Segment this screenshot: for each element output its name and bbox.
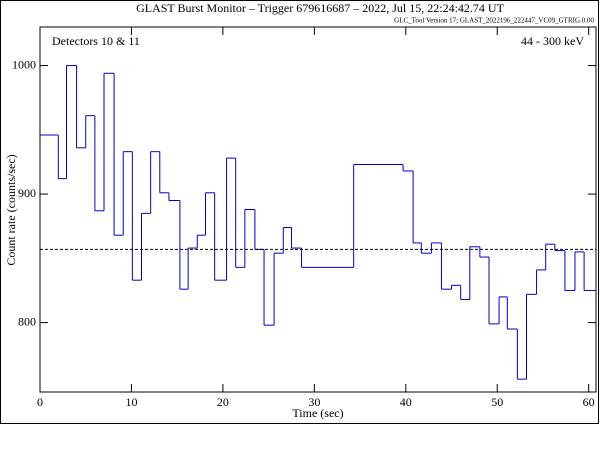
y-tick-label: 900 — [18, 186, 36, 200]
x-tick-label: 60 — [583, 395, 595, 409]
annotation: 44 - 300 keV — [521, 34, 584, 48]
y-tick-label: 1000 — [12, 57, 36, 71]
frame — [0, 0, 599, 424]
x-tick-label: 0 — [37, 395, 43, 409]
x-tick-label: 30 — [308, 395, 320, 409]
subtitle: GLC_Tool Version 17; GLAST_2022196_22244… — [394, 17, 594, 25]
x-axis-label: Time (sec) — [292, 406, 343, 420]
chart-title: GLAST Burst Monitor – Trigger 679616687 … — [136, 1, 504, 15]
x-tick-label: 10 — [125, 395, 137, 409]
y-tick-label: 800 — [18, 314, 36, 328]
x-tick-label: 50 — [491, 395, 503, 409]
annotation: Detectors 10 & 11 — [52, 34, 140, 48]
plot-area — [39, 26, 597, 393]
x-tick-label: 40 — [400, 395, 412, 409]
x-tick-label: 20 — [217, 395, 229, 409]
y-axis-label: Count rate (counts/sec) — [4, 154, 18, 265]
